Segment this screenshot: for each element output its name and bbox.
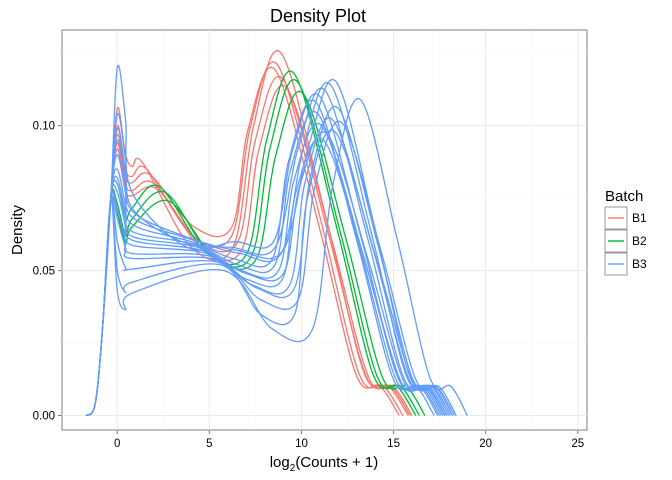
y-tick-label: 0.00 — [33, 411, 55, 423]
plot-panel — [61, 29, 588, 431]
y-axis-ticks: 0.00 0.05 0.10 — [33, 121, 62, 423]
legend: Batch B1 B2 B3 — [604, 188, 647, 276]
density-line-b3 — [85, 97, 468, 417]
legend-title: Batch — [605, 188, 643, 205]
x-tick-label: 20 — [479, 438, 492, 450]
legend-label-b2: B2 — [632, 234, 647, 248]
x-axis-ticks: 0 5 10 15 20 25 — [114, 430, 584, 450]
legend-items: B1 B2 B3 — [604, 206, 647, 276]
x-tick-label: 0 — [114, 438, 120, 450]
y-tick-label: 0.05 — [33, 266, 55, 278]
x-tick-label: 10 — [295, 438, 308, 450]
legend-label-b1: B1 — [632, 211, 647, 225]
chart-title: Density Plot — [270, 6, 366, 26]
x-axis-label: log2(Counts + 1) — [270, 454, 379, 474]
x-tick-label: 15 — [387, 438, 400, 450]
legend-label-b3: B3 — [632, 257, 647, 271]
y-axis-label: Density — [9, 204, 26, 255]
y-tick-label: 0.10 — [33, 121, 55, 133]
density-series — [85, 50, 468, 417]
plot-area — [61, 29, 588, 431]
x-tick-label: 5 — [206, 438, 212, 450]
x-tick-label: 25 — [571, 438, 584, 450]
